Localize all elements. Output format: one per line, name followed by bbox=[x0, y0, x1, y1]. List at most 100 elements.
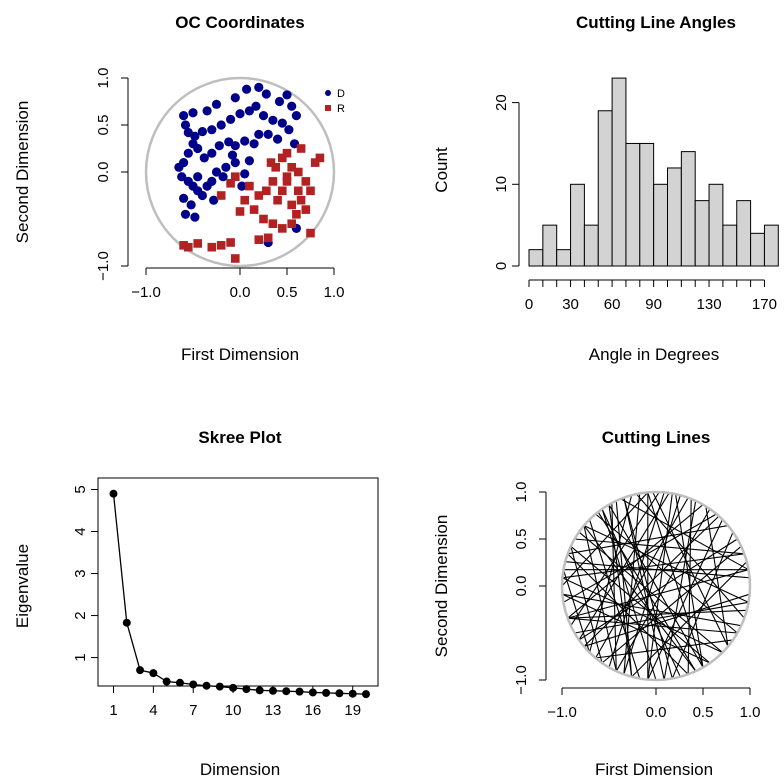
point-r bbox=[306, 228, 315, 238]
eigenvalue-point bbox=[362, 690, 370, 699]
histogram-bar bbox=[694, 200, 710, 267]
eigenvalue-point bbox=[149, 669, 158, 678]
point-r bbox=[249, 205, 259, 214]
point-r bbox=[268, 177, 278, 186]
histogram-bar bbox=[680, 151, 696, 267]
point-r bbox=[259, 214, 268, 224]
point-d bbox=[240, 169, 250, 179]
eigenvalue-point bbox=[109, 489, 118, 498]
eigenvalue-point bbox=[295, 687, 304, 696]
x-tick-label: 1 bbox=[109, 702, 117, 719]
cutting-line bbox=[597, 511, 697, 672]
point-r bbox=[282, 172, 292, 181]
point-r bbox=[287, 200, 296, 210]
y-tick-label: 20 bbox=[493, 94, 510, 111]
point-d bbox=[254, 129, 264, 139]
point-d bbox=[226, 114, 236, 124]
y-tick-label: 0.0 bbox=[95, 162, 112, 183]
y-tick-label: 0.5 bbox=[513, 529, 530, 550]
point-d bbox=[190, 212, 200, 222]
cutting-lines-xlabel: First Dimension bbox=[595, 760, 713, 779]
point-d bbox=[277, 118, 287, 128]
cutting-line-angles-plot-area: 0 30 60 90 130 170 0 10 20 bbox=[493, 77, 779, 313]
cutting-line-angles-xlabel: Angle in Degrees bbox=[589, 345, 719, 364]
y-tick-label: 1 bbox=[72, 653, 89, 661]
point-r bbox=[292, 210, 301, 219]
point-d bbox=[224, 137, 234, 147]
cutting-line bbox=[583, 593, 750, 647]
x-tick-label: 19 bbox=[344, 702, 361, 719]
point-d bbox=[214, 141, 224, 151]
cutting-line bbox=[570, 546, 603, 664]
point-d bbox=[207, 125, 217, 135]
x-tick-label: 170 bbox=[752, 296, 777, 313]
histogram-bar bbox=[667, 167, 682, 267]
point-d bbox=[244, 156, 254, 166]
point-r bbox=[193, 239, 202, 248]
point-r bbox=[226, 238, 235, 247]
y-tick-label: 1.0 bbox=[513, 482, 530, 503]
cutting-line bbox=[567, 609, 747, 619]
cutting-line bbox=[647, 519, 723, 680]
point-r bbox=[179, 241, 188, 250]
y-tick-label: 5 bbox=[72, 485, 89, 493]
histogram-bar bbox=[763, 224, 779, 267]
point-d bbox=[284, 125, 294, 135]
point-d bbox=[177, 172, 187, 182]
cutting-lines-plot-area: −1.0 0.0 0.5 1.0 −1.0 0.0 0.5 1.0 bbox=[513, 482, 760, 721]
point-d bbox=[197, 126, 207, 137]
cutting-line bbox=[562, 593, 742, 627]
cutting-line bbox=[570, 491, 660, 627]
cutting-line bbox=[601, 508, 681, 678]
skree-plot-ylabel: Eigenvalue bbox=[13, 544, 32, 628]
y-tick-label: 0 bbox=[493, 262, 510, 270]
point-d bbox=[261, 89, 271, 99]
histogram-bar bbox=[736, 200, 752, 267]
cutting-lines-title: Cutting Lines bbox=[602, 428, 711, 447]
point-r bbox=[282, 177, 292, 186]
point-r bbox=[254, 235, 264, 244]
plot-box bbox=[97, 477, 379, 687]
histogram-bar bbox=[653, 183, 669, 267]
eigenvalue-point bbox=[189, 680, 198, 689]
histogram-bar bbox=[708, 183, 724, 267]
point-d bbox=[240, 136, 250, 146]
point-d bbox=[251, 101, 261, 111]
cutting-line bbox=[615, 508, 711, 672]
eigenvalue-point bbox=[215, 682, 224, 691]
cutting-line bbox=[595, 639, 734, 659]
y-tick-label: 0.5 bbox=[95, 115, 112, 136]
y-tick-label: 2 bbox=[72, 611, 89, 619]
cutting-line bbox=[687, 498, 692, 675]
histogram-bar bbox=[611, 77, 627, 267]
oc-coordinates-panel: OC Coordinates First Dimension Second Di… bbox=[13, 13, 345, 364]
point-d bbox=[249, 139, 259, 149]
point-r bbox=[293, 186, 303, 196]
x-tick-label: 0.5 bbox=[277, 284, 298, 301]
point-d bbox=[282, 90, 292, 100]
cutting-line bbox=[583, 515, 720, 647]
point-d bbox=[237, 181, 247, 191]
point-r bbox=[278, 186, 287, 196]
point-d bbox=[258, 111, 269, 121]
cutting-line bbox=[578, 531, 723, 653]
histogram-bar bbox=[639, 142, 655, 267]
point-r bbox=[254, 191, 264, 200]
point-d bbox=[193, 172, 203, 182]
x-tick-label: 130 bbox=[697, 296, 722, 313]
y-tick-label: 1.0 bbox=[95, 68, 112, 89]
unit-circle bbox=[560, 490, 752, 682]
point-r bbox=[216, 191, 226, 200]
point-d bbox=[227, 150, 238, 160]
oc-coordinates-ylabel: Second Dimension bbox=[13, 101, 32, 244]
point-d bbox=[188, 139, 198, 149]
point-d bbox=[274, 96, 285, 107]
cutting-line bbox=[608, 504, 704, 668]
point-d bbox=[241, 84, 252, 94]
point-d bbox=[179, 193, 189, 203]
legend-marker-r bbox=[325, 105, 331, 111]
legend-marker-d bbox=[325, 90, 331, 96]
x-tick-label: 16 bbox=[304, 702, 321, 719]
point-d bbox=[199, 153, 209, 163]
eigenvalue-point bbox=[175, 678, 184, 687]
